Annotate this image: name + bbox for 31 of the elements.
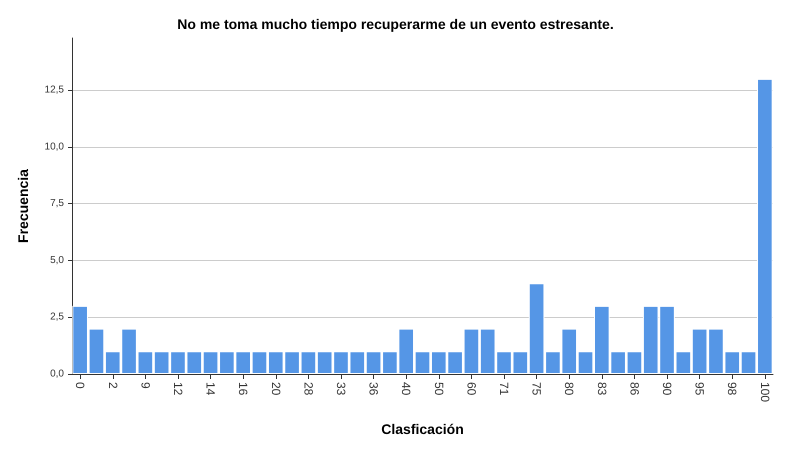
x-tick-label: 33: [334, 382, 348, 396]
x-tick-label: 98: [725, 382, 740, 396]
x-tick-label: 60: [464, 382, 478, 396]
x-tick-label: 50: [432, 382, 446, 396]
x-tick-label: 28: [301, 382, 316, 396]
x-tick-label: 40: [399, 382, 414, 396]
x-tick-label: 0: [73, 382, 88, 389]
x-axis-title: Clasficación: [381, 421, 464, 437]
x-tick-label: 71: [497, 382, 512, 396]
x-tick-label: 90: [660, 382, 674, 396]
y-tick-label: 12,5: [44, 84, 64, 96]
x-tick-label: 95: [692, 382, 707, 396]
x-tick-label: 14: [204, 382, 218, 396]
x-tick-label: 100: [758, 382, 772, 402]
y-tick-label: 7,5: [50, 198, 64, 210]
x-tick-label: 20: [268, 382, 283, 396]
y-tick-label: 0,0: [50, 368, 64, 380]
x-tick-label: 83: [594, 382, 609, 396]
x-tick-label: 86: [627, 382, 642, 396]
y-tick-label: 5,0: [50, 254, 64, 266]
y-tick-label: 10,0: [44, 141, 64, 152]
y-axis-title: Frecuencia: [15, 168, 31, 243]
x-tick-label: 75: [530, 382, 544, 396]
y-tick-label: 2,5: [50, 312, 64, 323]
x-tick-label: 36: [366, 382, 381, 396]
x-tick-label: 12: [170, 382, 185, 396]
x-tick-label: 16: [236, 382, 250, 396]
x-tick-label: 2: [106, 382, 120, 389]
x-tick-label: 80: [562, 382, 576, 396]
chart-title: No me toma mucho tiempo recuperarme de un evento estresante.: [177, 16, 614, 32]
x-tick-label: 9: [138, 382, 152, 389]
